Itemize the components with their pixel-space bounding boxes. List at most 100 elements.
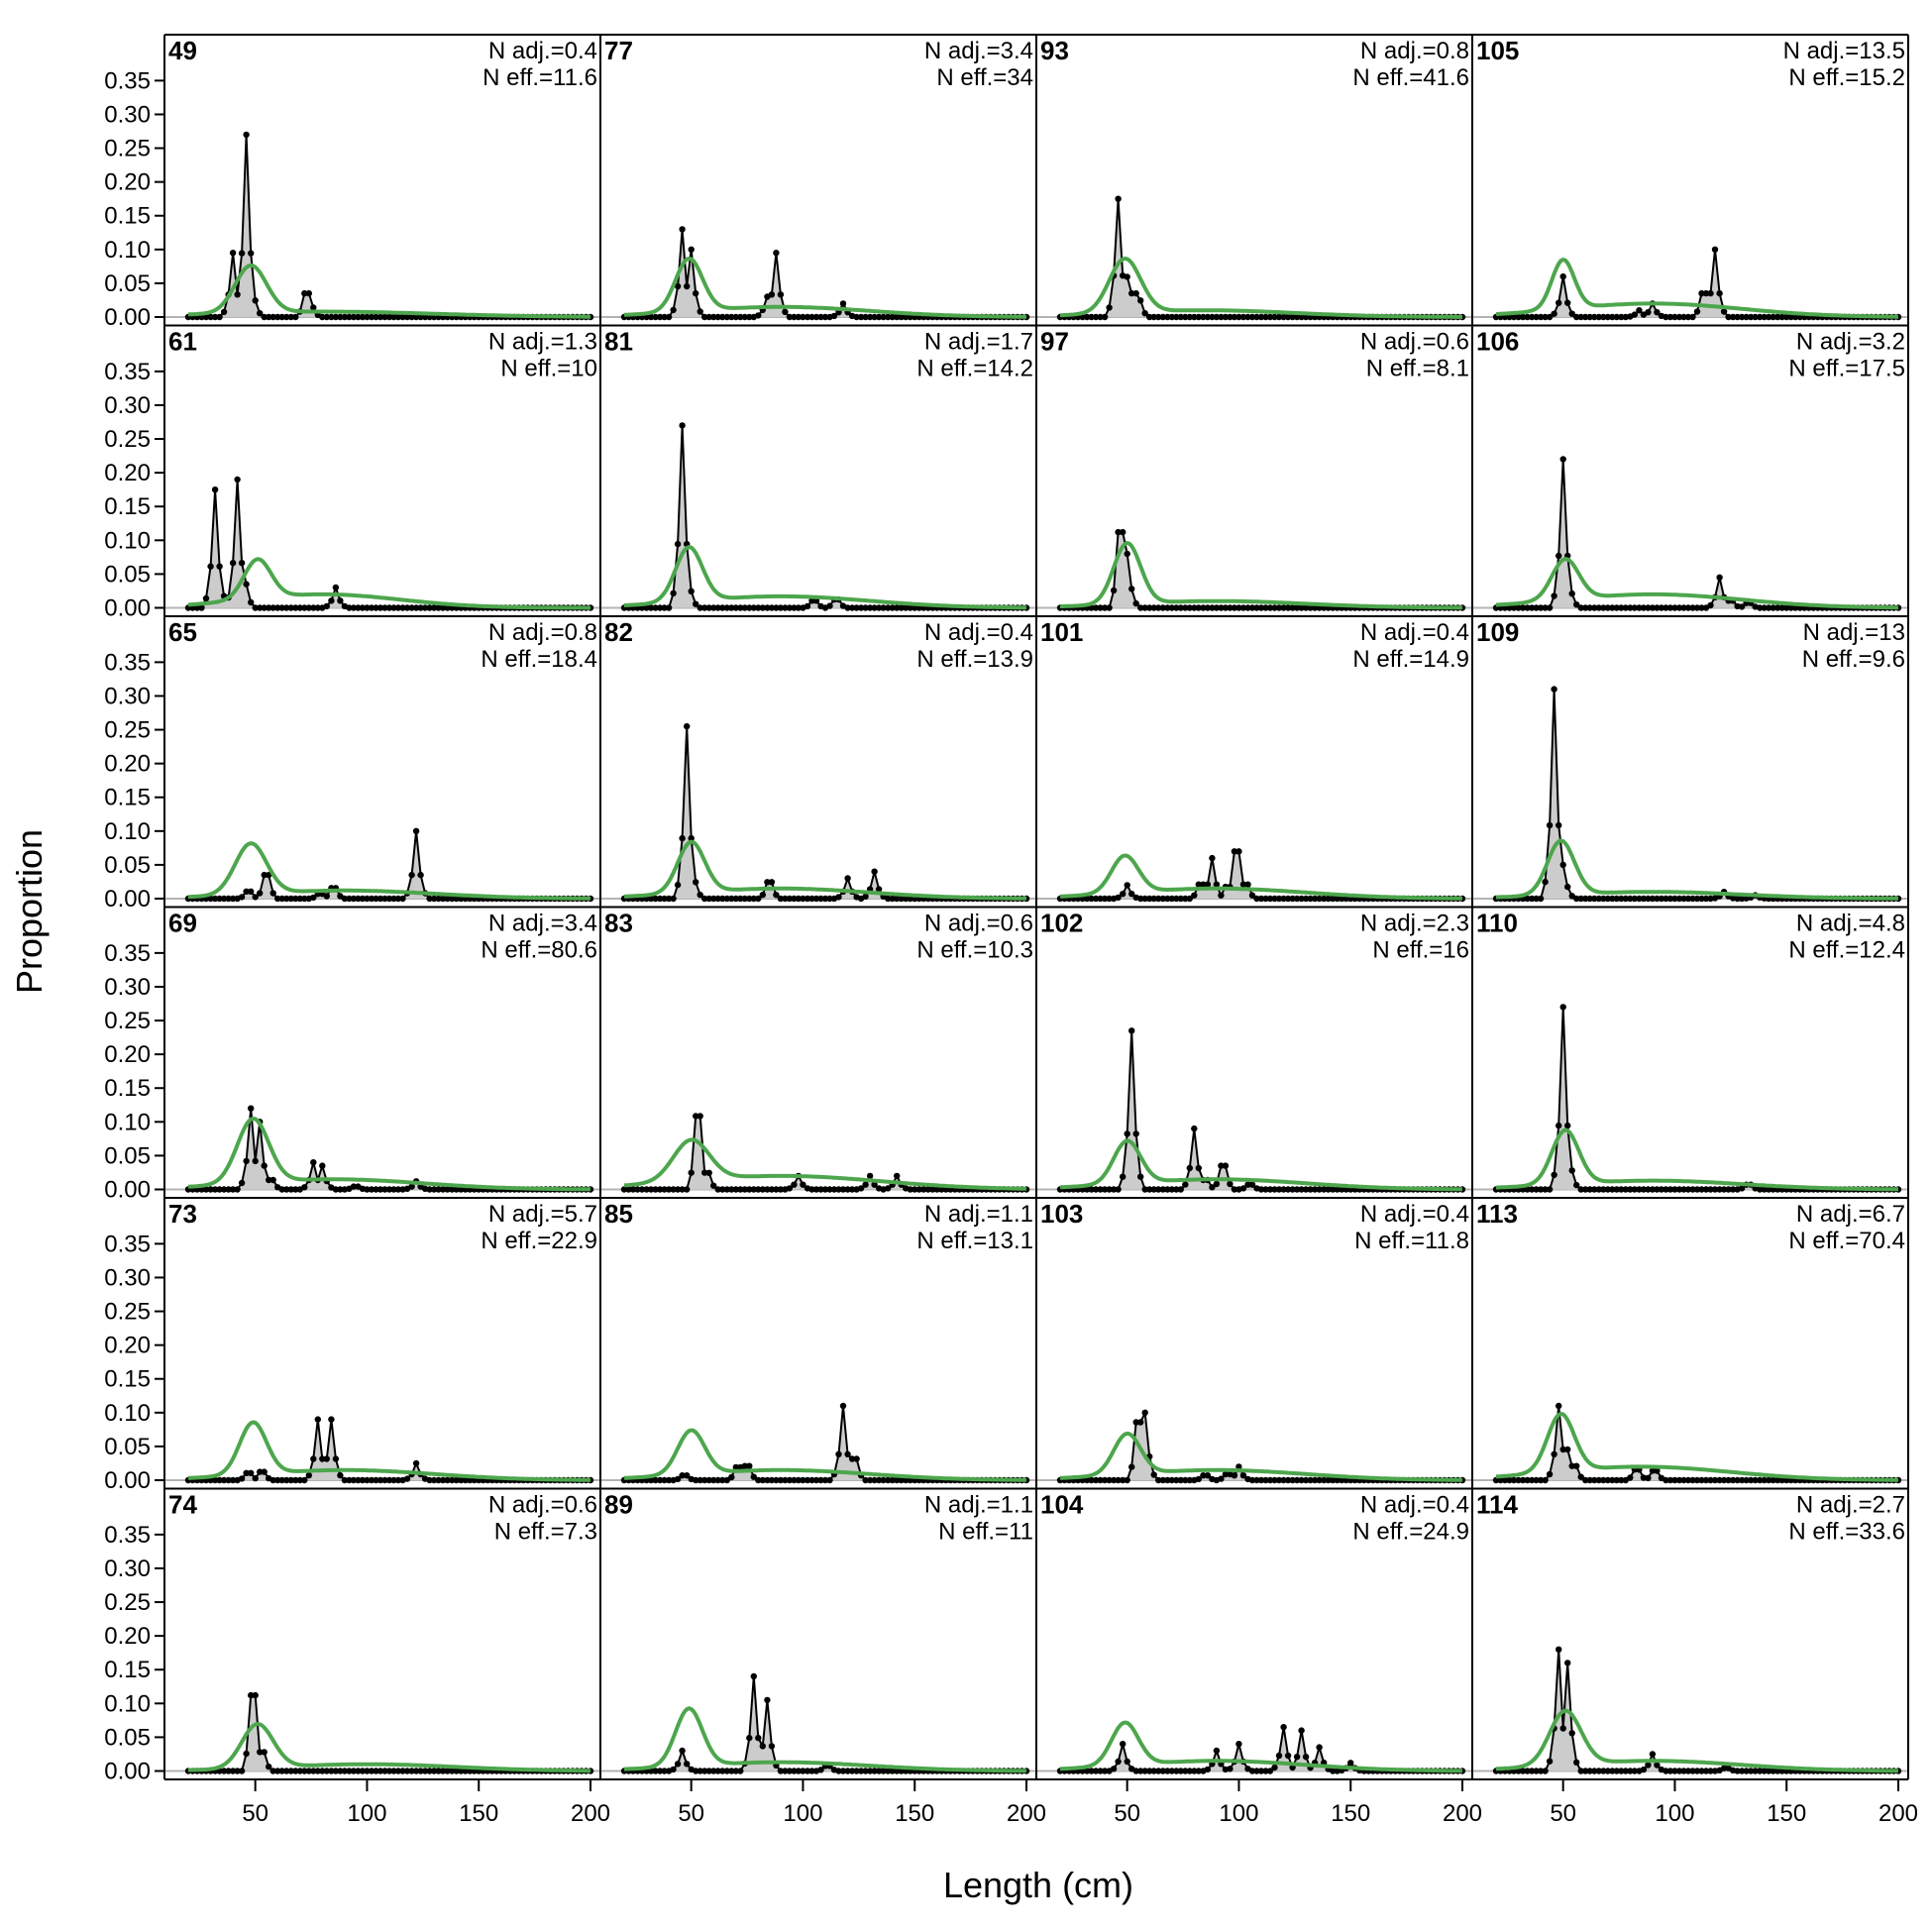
observed-point: [1506, 604, 1513, 611]
observed-point: [341, 1476, 349, 1484]
observed-point: [296, 895, 303, 903]
observed-point: [301, 604, 308, 611]
observed-point: [323, 1455, 330, 1462]
observed-point: [1155, 895, 1162, 903]
observed-point: [723, 1476, 730, 1484]
observed-point: [1164, 895, 1171, 903]
panel-id-label: 82: [604, 617, 633, 647]
observed-point: [1186, 604, 1194, 611]
observed-point: [1124, 550, 1130, 558]
observed-point: [705, 604, 712, 611]
observed-point: [652, 895, 659, 903]
observed-point: [1542, 1476, 1549, 1484]
n-adj-label: N adj.=0.6: [1360, 329, 1469, 356]
observed-point: [403, 604, 411, 611]
observed-point: [373, 1186, 379, 1193]
y-tick-label: 0.20: [104, 169, 151, 196]
observed-point: [1546, 604, 1554, 611]
observed-point: [652, 1186, 659, 1193]
observed-point: [328, 1416, 335, 1423]
observed-point: [1137, 604, 1144, 611]
observed-point: [693, 1113, 699, 1120]
observed-point: [679, 1747, 686, 1755]
observed-point: [1289, 604, 1296, 611]
observed-point: [1253, 604, 1260, 611]
observed-point: [1115, 894, 1122, 902]
observed-point: [248, 598, 255, 606]
observed-point: [693, 289, 699, 297]
observed-point: [1600, 1768, 1607, 1774]
n-eff-label: N eff.=8.1: [1366, 356, 1469, 382]
observed-point: [857, 1768, 865, 1774]
observed-point: [647, 895, 655, 903]
observed-point: [355, 1476, 362, 1484]
observed-point: [394, 895, 402, 903]
observed-point: [430, 1476, 438, 1484]
observed-point: [1556, 1122, 1562, 1129]
observed-point: [1325, 1186, 1332, 1193]
observed-point: [804, 1768, 811, 1774]
observed-point: [1316, 895, 1323, 903]
observed-point: [1257, 1476, 1265, 1484]
observed-point: [1092, 1186, 1100, 1193]
observed-point: [750, 1672, 757, 1680]
observed-point: [310, 1455, 317, 1462]
observed-point: [661, 313, 668, 321]
observed-point: [808, 1186, 815, 1193]
observed-point: [1640, 1766, 1648, 1773]
observed-point: [243, 1469, 250, 1477]
observed-point: [1609, 313, 1616, 321]
observed-point: [350, 1476, 358, 1484]
observed-point: [1778, 604, 1785, 611]
observed-point: [1159, 1186, 1167, 1193]
n-adj-label: N adj.=0.4: [924, 619, 1033, 646]
observed-point: [889, 604, 896, 611]
observed-point: [408, 313, 415, 321]
observed-point: [1702, 895, 1710, 903]
observed-point: [1293, 604, 1301, 611]
observed-point: [862, 604, 869, 611]
observed-point: [830, 312, 838, 320]
panel-id-label: 83: [604, 909, 633, 938]
y-tick-label: 0.10: [104, 527, 151, 554]
observed-point: [1663, 1186, 1669, 1193]
observed-point: [665, 1476, 673, 1484]
observed-point: [430, 1768, 438, 1774]
observed-point: [1627, 604, 1634, 611]
observed-point: [1298, 1727, 1305, 1734]
y-tick-label: 0.25: [104, 1589, 151, 1616]
observed-point: [723, 313, 730, 321]
observed-point: [1689, 895, 1696, 903]
observed-point: [697, 1476, 703, 1484]
observed-area: [188, 134, 590, 317]
observed-point: [812, 895, 820, 903]
observed-point: [755, 312, 762, 319]
observed-point: [1132, 289, 1139, 297]
observed-point: [791, 1768, 798, 1774]
observed-point: [355, 895, 362, 903]
observed-point: [305, 1768, 312, 1774]
observed-point: [1743, 1768, 1750, 1774]
y-tick-label: 0.10: [104, 237, 151, 264]
observed-point: [1132, 1130, 1139, 1137]
y-tick-label: 0.05: [104, 1724, 151, 1751]
observed-point: [1770, 1476, 1776, 1484]
observed-point: [1195, 313, 1203, 321]
observed-point: [1515, 313, 1522, 321]
observed-point: [332, 313, 340, 321]
observed-point: [1636, 1186, 1643, 1193]
panel-id-label: 69: [168, 909, 197, 938]
observed-point: [625, 1186, 632, 1193]
observed-point: [287, 1476, 294, 1484]
observed-point: [1586, 604, 1593, 611]
observed-point: [1591, 1476, 1598, 1484]
observed-point: [1528, 895, 1536, 903]
observed-point: [1716, 574, 1723, 581]
observed-point: [202, 313, 210, 321]
observed-point: [674, 1186, 682, 1193]
observed-point: [1546, 1186, 1554, 1193]
observed-point: [1110, 1766, 1118, 1772]
observed-area: [624, 229, 1026, 317]
observed-point: [1097, 895, 1104, 903]
observed-point: [835, 1186, 842, 1193]
